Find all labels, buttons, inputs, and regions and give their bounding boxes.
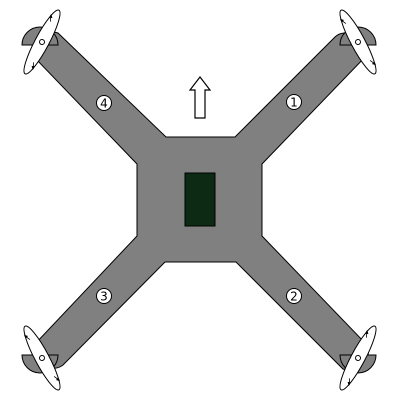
flight-controller — [184, 172, 216, 227]
motor-label-1: 1 — [286, 94, 302, 110]
svg-text:2: 2 — [290, 290, 298, 304]
motor-label-2: 2 — [286, 288, 302, 304]
svg-text:1: 1 — [290, 96, 298, 110]
motor-label-3: 3 — [96, 288, 112, 304]
svg-text:3: 3 — [100, 290, 108, 304]
motor-label-4: 4 — [96, 95, 112, 111]
svg-text:4: 4 — [100, 97, 108, 111]
up-arrow-icon — [188, 76, 212, 119]
